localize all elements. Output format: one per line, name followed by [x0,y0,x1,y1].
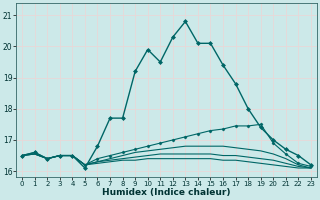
X-axis label: Humidex (Indice chaleur): Humidex (Indice chaleur) [102,188,231,197]
